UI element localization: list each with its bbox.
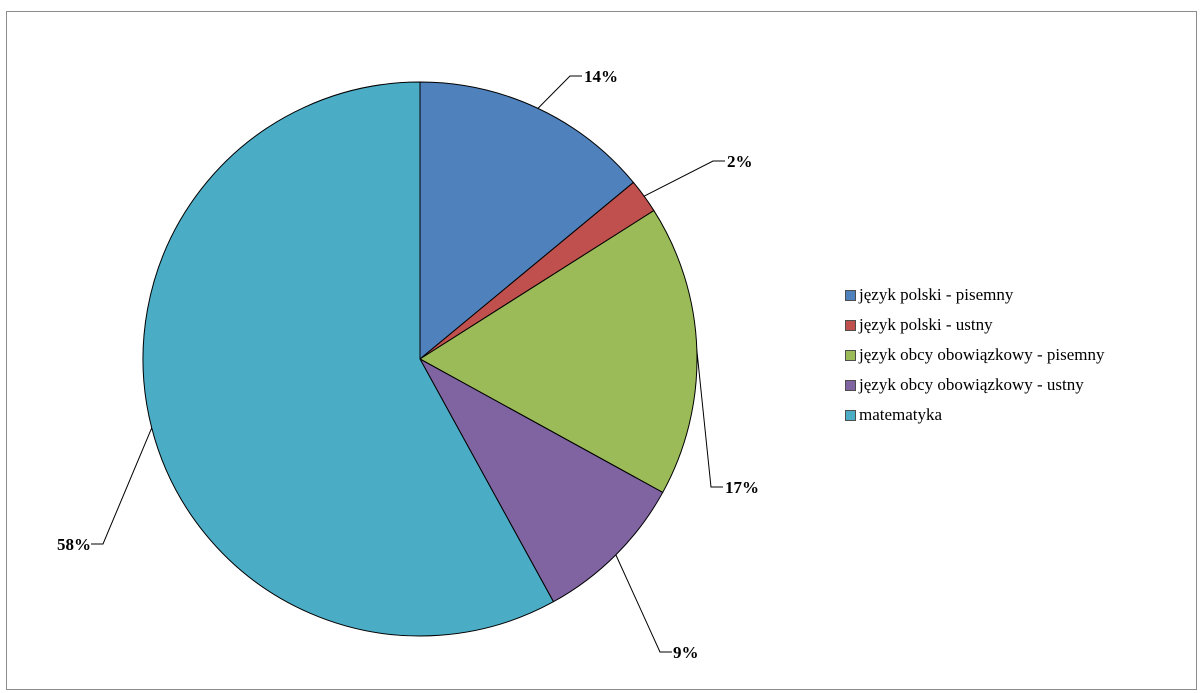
pie-slice <box>419 81 635 361</box>
legend-swatch <box>845 379 856 391</box>
leader-lines <box>91 75 725 653</box>
leader-line <box>615 554 672 653</box>
legend-item: język polski - pisemny <box>845 280 1105 310</box>
leader-line <box>696 350 723 488</box>
legend-label: język polski - pisemny <box>859 285 1014 304</box>
legend-label: język polski - ustny <box>859 315 993 334</box>
legend-swatch <box>845 319 856 331</box>
pie-slice <box>142 81 555 637</box>
data-label: 9% <box>673 643 699 662</box>
legend-item: język polski - ustny <box>845 310 1105 340</box>
legend: język polski - pisemny język polski - us… <box>845 280 1105 430</box>
data-label: 14% <box>584 67 618 86</box>
legend-swatch <box>845 349 856 361</box>
legend-item: język obcy obowiązkowy - ustny <box>845 370 1105 400</box>
data-label: 17% <box>725 478 759 497</box>
leader-line <box>537 75 582 109</box>
pie-slices <box>142 81 698 637</box>
legend-label: język obcy obowiązkowy - pisemny <box>859 345 1105 364</box>
legend-label: matematyka <box>859 405 943 424</box>
pie-chart: 14% 2% 17% 9% 58% <box>57 67 759 662</box>
legend-item: matematyka <box>845 400 1105 430</box>
data-label: 2% <box>727 152 753 171</box>
legend-swatch <box>845 289 856 301</box>
legend-label: język obcy obowiązkowy - ustny <box>859 375 1084 394</box>
chart-frame: 14% 2% 17% 9% 58% język polski - pisemny jęz… <box>6 11 1197 690</box>
leader-line <box>91 427 153 545</box>
data-label: 58% <box>57 535 91 554</box>
legend-item: język obcy obowiązkowy - pisemny <box>845 340 1105 370</box>
data-labels: 14% 2% 17% 9% 58% <box>57 67 759 662</box>
legend-swatch <box>845 409 856 421</box>
leader-line <box>643 160 725 197</box>
